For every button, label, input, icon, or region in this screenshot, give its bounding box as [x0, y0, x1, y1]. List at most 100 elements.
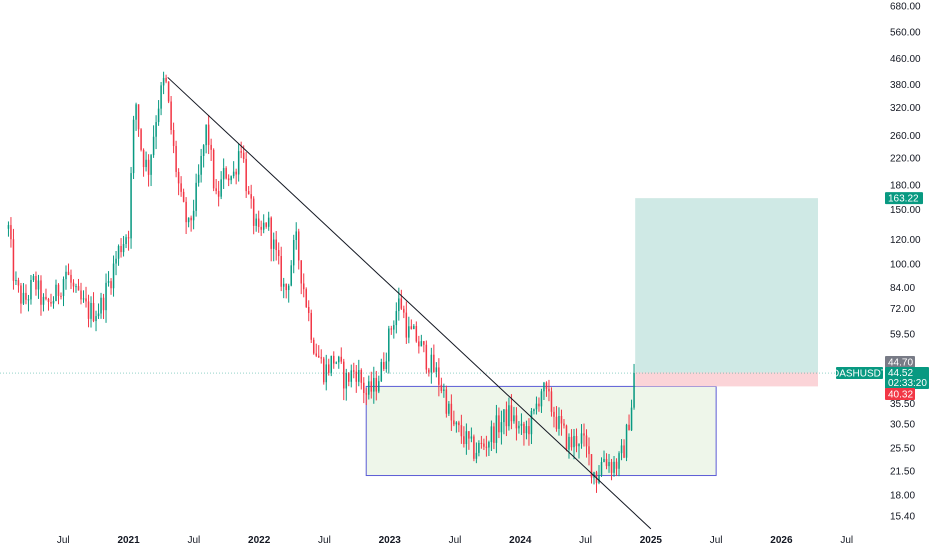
candle [77, 278, 80, 291]
y-tick-label: 150.00 [890, 205, 921, 216]
candle [490, 420, 493, 451]
candle [535, 396, 538, 415]
candle [297, 228, 300, 270]
candle [333, 351, 335, 369]
candle [135, 102, 137, 131]
candle [27, 294, 30, 312]
candle [100, 292, 102, 319]
candle [345, 368, 348, 401]
candle [107, 271, 110, 287]
countdown-label: 02:33:20 [888, 378, 927, 389]
candle [438, 358, 440, 397]
candle [418, 335, 420, 354]
candle [495, 404, 498, 454]
candle [415, 321, 418, 343]
candle [315, 343, 317, 358]
candle [420, 334, 423, 347]
candle [393, 320, 395, 339]
candle [365, 388, 368, 406]
candle [488, 440, 490, 457]
candle [433, 344, 435, 373]
candle [97, 303, 100, 319]
candle [12, 228, 15, 290]
candle [468, 431, 470, 450]
candle [205, 124, 207, 154]
candle [95, 310, 97, 332]
candle [215, 179, 217, 195]
candle [338, 355, 340, 369]
candle [220, 171, 222, 200]
candle [613, 456, 615, 477]
candle [142, 148, 145, 177]
candle [473, 434, 475, 462]
candle [350, 364, 353, 388]
candle [515, 407, 518, 441]
candle [52, 296, 55, 309]
candle [565, 424, 568, 452]
candle [580, 424, 583, 449]
y-tick-label: 35.50 [890, 399, 915, 410]
candle [132, 115, 135, 180]
y-tick-label: 460.00 [890, 54, 921, 65]
candle [252, 196, 255, 235]
candle [225, 166, 227, 180]
candle [403, 305, 405, 319]
candle [145, 151, 147, 172]
time-axis[interactable]: Jul 2021 Jul 2022 Jul 2023 Jul 2024 Jul 2025 Jul 20… [57, 535, 853, 546]
candle [35, 271, 37, 296]
candle [42, 293, 45, 312]
candle [67, 263, 70, 276]
candle [62, 276, 65, 307]
x-tick-label: Jul [449, 535, 462, 546]
candle [373, 366, 375, 404]
candle [22, 283, 25, 305]
candle [388, 325, 390, 374]
x-tick-label: Jul [57, 535, 70, 546]
candle [560, 409, 563, 436]
candle [583, 423, 585, 447]
candle [70, 269, 72, 290]
candle [192, 199, 195, 230]
candle [538, 397, 540, 412]
candle [300, 260, 302, 295]
candle [117, 244, 120, 266]
candle [172, 122, 175, 154]
candle [630, 399, 633, 432]
candle [277, 242, 280, 265]
candle [152, 125, 155, 158]
candle [317, 345, 320, 358]
y-tick-label: 21.50 [890, 467, 915, 478]
candle [448, 401, 450, 416]
candle [628, 414, 630, 431]
trendline[interactable] [167, 77, 652, 530]
candle [483, 438, 485, 451]
candle [500, 410, 503, 445]
y-tick-label: 180.00 [890, 180, 921, 191]
candle [463, 426, 465, 448]
stop-zone[interactable] [635, 372, 818, 387]
target-zone[interactable] [635, 198, 818, 373]
candle [523, 421, 525, 446]
candle [328, 358, 330, 376]
candle [125, 234, 127, 249]
candle [623, 439, 625, 459]
candle [513, 406, 515, 424]
candle [210, 138, 212, 161]
candle [292, 234, 295, 274]
candle [543, 381, 545, 400]
x-tick-label: 2021 [117, 535, 140, 546]
candle [595, 470, 598, 493]
candle [413, 324, 415, 330]
candle [322, 356, 325, 385]
candle [380, 358, 383, 383]
candle [285, 283, 287, 299]
candle [325, 354, 328, 391]
candle [310, 309, 312, 343]
y-tick-label: 380.00 [890, 80, 921, 91]
x-tick-label: 2026 [770, 535, 793, 546]
candle [505, 401, 508, 437]
candle [570, 429, 573, 451]
price-axis[interactable]: 680.00 560.00 460.00 380.00 320.00 260.00 220.… [890, 2, 921, 523]
